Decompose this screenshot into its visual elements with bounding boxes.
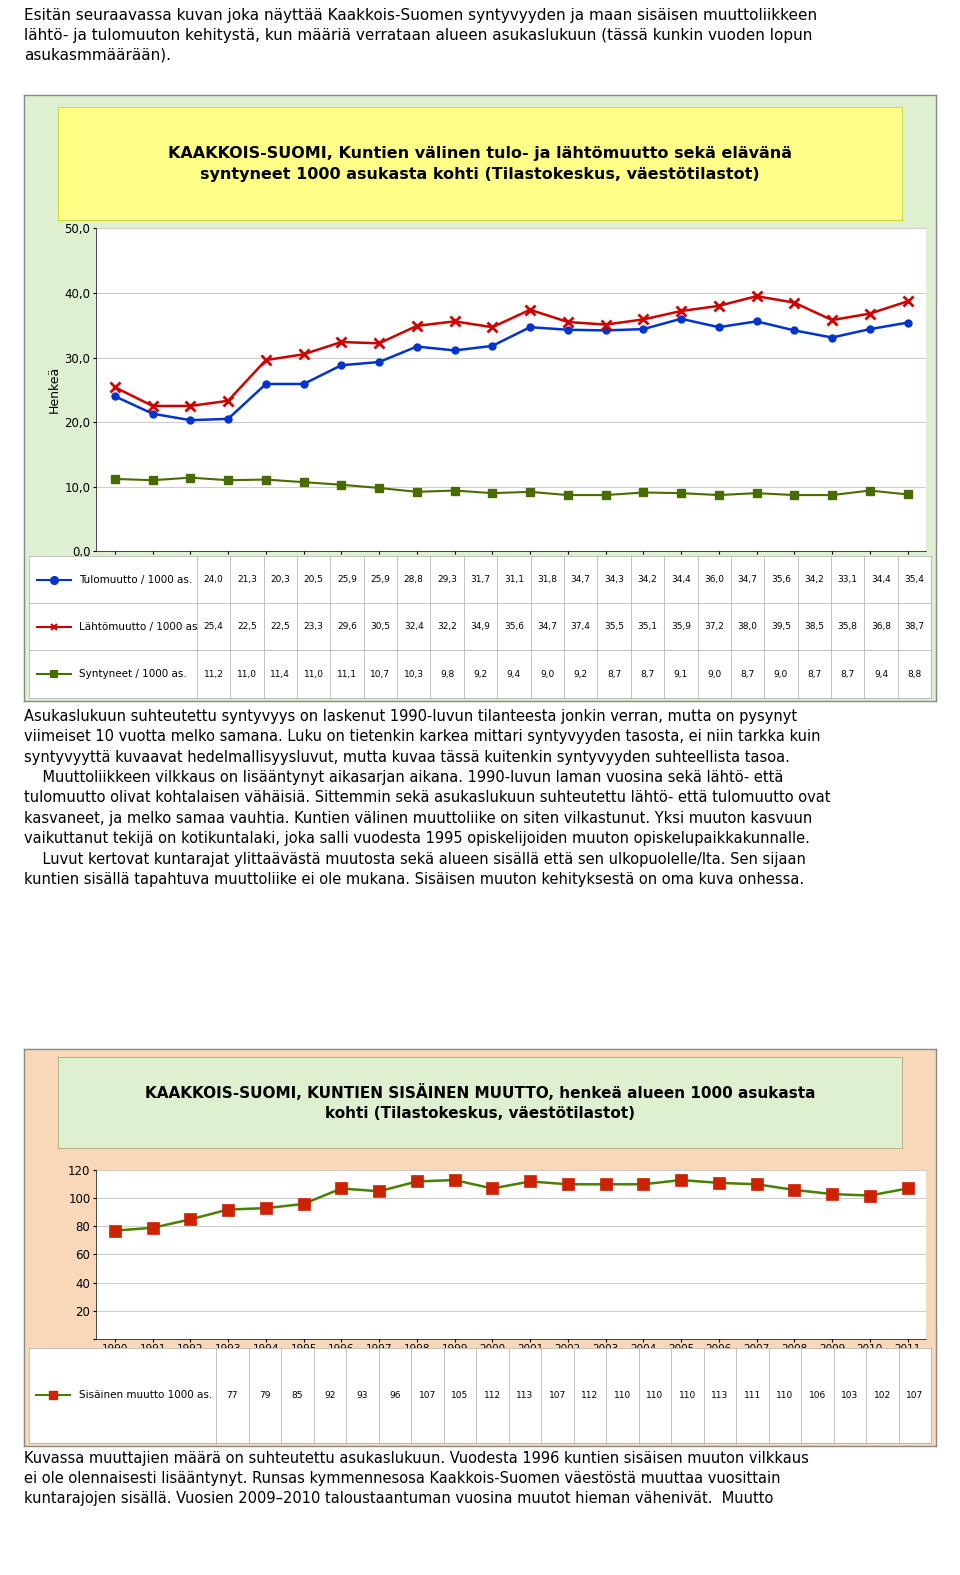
Text: Kuvassa muuttajien määrä on suhteutettu asukaslukuun. Vuodesta 1996 kuntien sisä: Kuvassa muuttajien määrä on suhteutettu … [24, 1451, 809, 1506]
Text: 11,0: 11,0 [303, 669, 324, 679]
Text: 79: 79 [259, 1391, 271, 1400]
Text: 110: 110 [777, 1391, 794, 1400]
Text: 38,5: 38,5 [804, 622, 825, 632]
Text: 25,9: 25,9 [371, 575, 391, 584]
Text: 9,2: 9,2 [473, 669, 488, 679]
Text: 8,8: 8,8 [907, 669, 922, 679]
Text: 9,0: 9,0 [708, 669, 721, 679]
Text: 112: 112 [582, 1391, 598, 1400]
Text: 9,2: 9,2 [574, 669, 588, 679]
Text: 9,4: 9,4 [507, 669, 521, 679]
Text: 77: 77 [227, 1391, 238, 1400]
Text: 110: 110 [613, 1391, 631, 1400]
Text: 38,0: 38,0 [737, 622, 757, 632]
Text: 9,0: 9,0 [774, 669, 788, 679]
Text: 107: 107 [906, 1391, 924, 1400]
Text: Esitän seuraavassa kuvan joka näyttää Kaakkois-Suomen syntyvyyden ja maan sisäis: Esitän seuraavassa kuvan joka näyttää Ka… [24, 8, 817, 63]
Text: 34,4: 34,4 [872, 575, 891, 584]
Text: 92: 92 [324, 1391, 335, 1400]
Text: Lähtömuutto / 1000 as.: Lähtömuutto / 1000 as. [79, 622, 201, 632]
Text: Syntyneet / 1000 as.: Syntyneet / 1000 as. [79, 669, 187, 679]
Text: 35,1: 35,1 [637, 622, 658, 632]
Text: 33,1: 33,1 [838, 575, 857, 584]
Text: 22,5: 22,5 [271, 622, 290, 632]
Text: 37,4: 37,4 [571, 622, 590, 632]
Text: 37,2: 37,2 [705, 622, 724, 632]
Text: 102: 102 [874, 1391, 891, 1400]
Text: Tulomuutto / 1000 as.: Tulomuutto / 1000 as. [79, 575, 192, 584]
Text: 35,6: 35,6 [771, 575, 791, 584]
Text: 36,0: 36,0 [705, 575, 724, 584]
Text: 36,8: 36,8 [871, 622, 891, 632]
Text: 10,3: 10,3 [404, 669, 423, 679]
Text: 10,7: 10,7 [371, 669, 391, 679]
Text: 34,2: 34,2 [804, 575, 825, 584]
Text: Asukaslukuun suhteutettu syntyvyys on laskenut 1990-luvun tilanteesta jonkin ver: Asukaslukuun suhteutettu syntyvyys on la… [24, 709, 830, 887]
Text: 31,1: 31,1 [504, 575, 524, 584]
Text: 35,9: 35,9 [671, 622, 691, 632]
Text: 8,7: 8,7 [640, 669, 655, 679]
Text: 35,6: 35,6 [504, 622, 524, 632]
Text: 8,7: 8,7 [807, 669, 822, 679]
Text: 20,5: 20,5 [303, 575, 324, 584]
Text: 24,0: 24,0 [204, 575, 224, 584]
Text: 31,7: 31,7 [470, 575, 491, 584]
Text: 30,5: 30,5 [371, 622, 391, 632]
Text: 112: 112 [484, 1391, 501, 1400]
Text: 9,4: 9,4 [874, 669, 888, 679]
Text: 34,2: 34,2 [637, 575, 658, 584]
Text: 8,7: 8,7 [740, 669, 755, 679]
Text: 32,2: 32,2 [438, 622, 457, 632]
Text: 9,0: 9,0 [540, 669, 555, 679]
Text: 34,7: 34,7 [538, 622, 557, 632]
Text: 34,9: 34,9 [470, 622, 491, 632]
Text: 111: 111 [744, 1391, 761, 1400]
Text: 25,4: 25,4 [204, 622, 224, 632]
Text: 8,7: 8,7 [607, 669, 621, 679]
Text: 11,2: 11,2 [204, 669, 224, 679]
Text: 32,4: 32,4 [404, 622, 423, 632]
Text: 113: 113 [516, 1391, 534, 1400]
Text: KAAKKOIS-SUOMI, Kuntien välinen tulo- ja lähtömuutto sekä elävänä
syntyneet 1000: KAAKKOIS-SUOMI, Kuntien välinen tulo- ja… [168, 146, 792, 181]
Text: 9,8: 9,8 [440, 669, 454, 679]
Text: 31,8: 31,8 [538, 575, 558, 584]
Text: 35,8: 35,8 [838, 622, 857, 632]
Text: 96: 96 [389, 1391, 400, 1400]
Text: 107: 107 [419, 1391, 436, 1400]
Text: 103: 103 [841, 1391, 858, 1400]
Text: 34,4: 34,4 [671, 575, 690, 584]
Text: 106: 106 [808, 1391, 826, 1400]
Text: 11,0: 11,0 [237, 669, 257, 679]
Text: 11,1: 11,1 [337, 669, 357, 679]
Text: 93: 93 [356, 1391, 368, 1400]
Text: 113: 113 [711, 1391, 729, 1400]
Text: 21,3: 21,3 [237, 575, 257, 584]
Text: 107: 107 [549, 1391, 566, 1400]
Text: Sisäinen muutto 1000 as. kohti: Sisäinen muutto 1000 as. kohti [80, 1391, 242, 1400]
Text: 85: 85 [292, 1391, 303, 1400]
Text: 11,4: 11,4 [271, 669, 290, 679]
Text: 8,7: 8,7 [841, 669, 854, 679]
Y-axis label: Henkeä: Henkeä [47, 367, 60, 413]
Text: 110: 110 [679, 1391, 696, 1400]
Text: 34,7: 34,7 [571, 575, 590, 584]
Text: 22,5: 22,5 [237, 622, 256, 632]
Text: 34,3: 34,3 [604, 575, 624, 584]
Text: 23,3: 23,3 [303, 622, 324, 632]
Text: 110: 110 [646, 1391, 663, 1400]
Text: KAAKKOIS-SUOMI, KUNTIEN SISÄINEN MUUTTO, henkeä alueen 1000 asukasta
kohti (Tila: KAAKKOIS-SUOMI, KUNTIEN SISÄINEN MUUTTO,… [145, 1084, 815, 1121]
Text: 35,5: 35,5 [604, 622, 624, 632]
Text: 34,7: 34,7 [737, 575, 757, 584]
Text: 35,4: 35,4 [904, 575, 924, 584]
Text: 9,1: 9,1 [674, 669, 688, 679]
Text: 28,8: 28,8 [404, 575, 423, 584]
Text: 38,7: 38,7 [904, 622, 924, 632]
Text: 29,3: 29,3 [437, 575, 457, 584]
Text: 105: 105 [451, 1391, 468, 1400]
Text: 39,5: 39,5 [771, 622, 791, 632]
Text: 29,6: 29,6 [337, 622, 357, 632]
Text: 20,3: 20,3 [271, 575, 290, 584]
Text: 25,9: 25,9 [337, 575, 357, 584]
